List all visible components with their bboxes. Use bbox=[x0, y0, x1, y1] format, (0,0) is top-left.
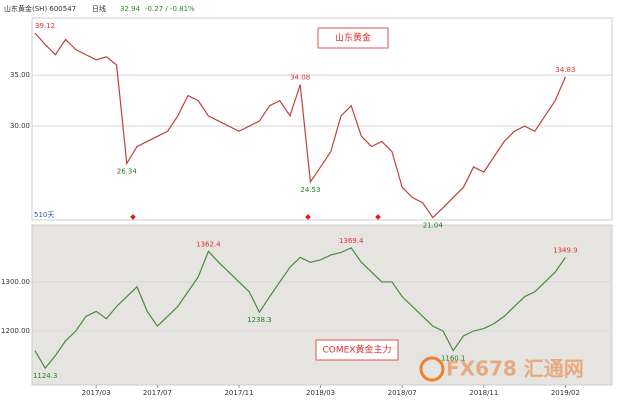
y-tick-label: 35.00 bbox=[10, 71, 30, 79]
y-tick-label: 1300.00 bbox=[1, 278, 30, 286]
data-label: 1369.4 bbox=[339, 237, 364, 245]
change: -0.27 / -0.81% bbox=[145, 5, 195, 13]
data-label: 1362.4 bbox=[196, 240, 221, 248]
title-box bbox=[317, 27, 389, 49]
y-tick-label: 1200.00 bbox=[1, 327, 30, 335]
data-label: 1349.9 bbox=[553, 246, 578, 254]
title-box bbox=[315, 339, 399, 361]
data-label: 24.53 bbox=[300, 186, 320, 194]
x-tick-label: 2018/03 bbox=[306, 389, 335, 397]
data-label: 26.34 bbox=[117, 167, 138, 175]
data-label: 1238.3 bbox=[247, 316, 272, 324]
x-tick-label: 2017/07 bbox=[143, 389, 172, 397]
price-line bbox=[34, 32, 566, 219]
data-label: 34.08 bbox=[290, 74, 310, 82]
footer-note: 510天 bbox=[34, 211, 54, 219]
markers bbox=[130, 214, 381, 220]
data-label: 21.04 bbox=[423, 222, 444, 230]
y-tick-label: 30.00 bbox=[10, 122, 30, 130]
x-tick-label: 2018/07 bbox=[388, 389, 417, 397]
stock-name: 山东黄金(SH) 600547 bbox=[4, 4, 76, 13]
chart-title: COMEX黄金主力 bbox=[323, 344, 392, 356]
data-label: 39.12 bbox=[35, 22, 55, 30]
x-tick-label: 2017/11 bbox=[224, 389, 253, 397]
period: 日线 bbox=[92, 4, 106, 13]
data-label: 34.83 bbox=[555, 66, 575, 74]
watermark: FX678 汇通网 bbox=[446, 357, 584, 381]
top-panel bbox=[31, 17, 613, 221]
data-label: 1160.1 bbox=[441, 355, 466, 363]
chart-title: 山东黄金 bbox=[335, 32, 371, 44]
x-tick-label: 2017/03 bbox=[82, 389, 111, 397]
data-label: 1124.3 bbox=[33, 372, 58, 380]
logo bbox=[419, 356, 445, 382]
x-tick-label: 2019/02 bbox=[551, 389, 580, 397]
price-line bbox=[34, 247, 566, 370]
x-tick-label: 2018/11 bbox=[469, 389, 498, 397]
price: 32.94 bbox=[120, 5, 141, 13]
